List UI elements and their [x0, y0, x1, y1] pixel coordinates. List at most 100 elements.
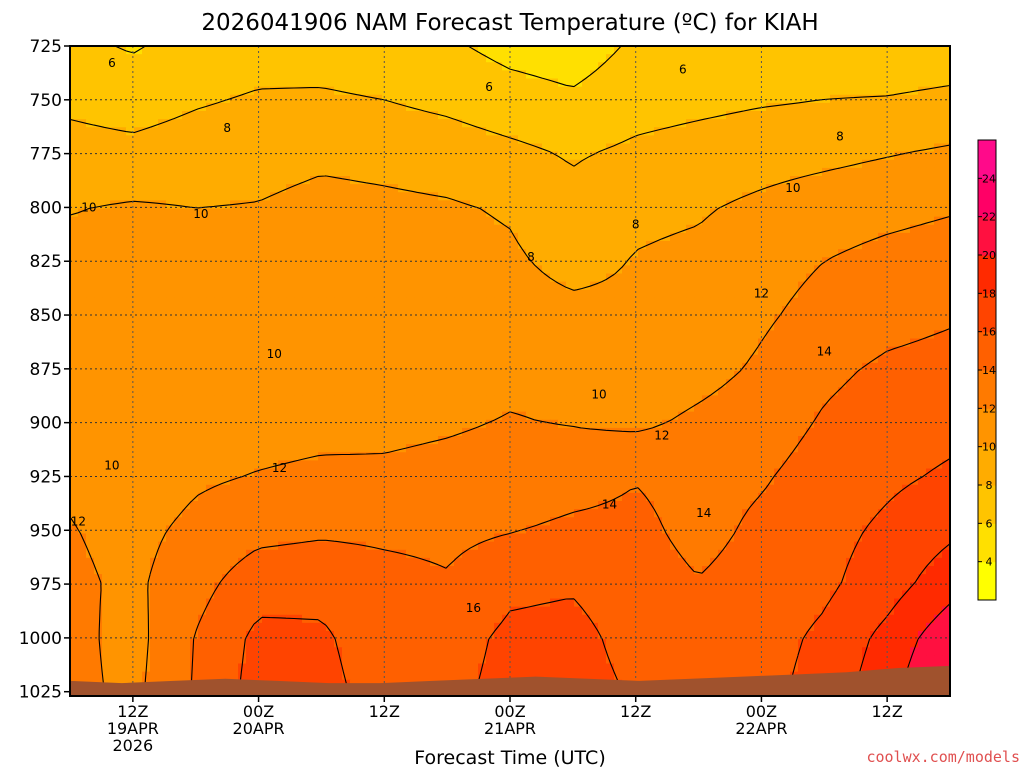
field-cell	[838, 362, 847, 372]
field-cell	[646, 281, 655, 291]
field-cell	[854, 346, 863, 356]
field-cell	[166, 362, 175, 372]
field-cell	[734, 62, 743, 71]
field-cell	[342, 78, 351, 88]
field-cell	[94, 151, 103, 161]
field-cell	[678, 346, 687, 356]
field-cell	[918, 249, 927, 258]
field-cell	[342, 102, 351, 112]
field-cell	[198, 143, 207, 153]
field-cell	[286, 371, 295, 380]
field-cell	[774, 257, 783, 266]
field-cell	[398, 403, 407, 413]
field-cell	[878, 151, 887, 161]
field-cell	[558, 192, 567, 201]
field-cell	[254, 306, 263, 315]
field-cell	[318, 184, 327, 193]
field-cell	[694, 111, 703, 120]
field-cell	[326, 379, 335, 388]
field-cell	[438, 62, 447, 71]
field-cell	[902, 167, 911, 177]
field-cell	[454, 232, 463, 242]
field-cell	[598, 86, 607, 96]
field-cell	[854, 265, 863, 275]
field-cell	[550, 94, 559, 104]
field-cell	[558, 216, 567, 226]
field-cell	[526, 346, 535, 356]
field-cell	[438, 362, 447, 372]
field-cell	[846, 403, 855, 413]
field-cell	[430, 127, 439, 136]
field-cell	[902, 94, 911, 104]
field-cell	[406, 281, 415, 291]
field-cell	[350, 159, 359, 169]
field-cell	[494, 289, 503, 299]
field-cell	[718, 46, 727, 55]
field-cell	[662, 314, 671, 323]
field-cell	[534, 403, 543, 413]
field-cell	[334, 346, 343, 356]
field-cell	[902, 119, 911, 128]
field-cell	[638, 354, 647, 364]
field-cell	[558, 273, 567, 283]
field-cell	[310, 330, 319, 340]
field-cell	[502, 159, 511, 169]
field-cell	[182, 46, 191, 55]
field-cell	[206, 111, 215, 120]
field-cell	[358, 143, 367, 153]
field-cell	[886, 224, 895, 234]
field-cell	[606, 208, 615, 218]
field-cell	[230, 127, 239, 136]
field-cell	[414, 249, 423, 258]
field-cell	[542, 322, 551, 331]
field-cell	[190, 297, 199, 307]
field-cell	[222, 86, 231, 96]
field-cell	[598, 111, 607, 120]
field-cell	[246, 306, 255, 315]
field-cell	[814, 395, 823, 405]
field-cell	[198, 232, 207, 242]
field-cell	[510, 281, 519, 291]
field-cell	[238, 232, 247, 242]
field-cell	[102, 379, 111, 388]
field-cell	[726, 354, 735, 364]
field-cell	[262, 135, 271, 145]
field-cell	[590, 192, 599, 201]
field-cell	[134, 362, 143, 372]
field-cell	[102, 297, 111, 307]
field-cell	[286, 330, 295, 340]
field-cell	[638, 184, 647, 193]
field-cell	[302, 379, 311, 388]
field-cell	[342, 94, 351, 104]
field-cell	[622, 403, 631, 413]
field-cell	[254, 354, 263, 364]
field-cell	[806, 306, 815, 315]
field-cell	[166, 322, 175, 331]
field-cell	[190, 346, 199, 356]
field-cell	[630, 289, 639, 299]
field-cell	[862, 265, 871, 275]
field-cell	[606, 273, 615, 283]
field-cell	[142, 306, 151, 315]
field-cell	[614, 346, 623, 356]
field-cell	[342, 403, 351, 413]
field-cell	[814, 346, 823, 356]
field-cell	[78, 241, 87, 250]
field-cell	[118, 143, 127, 153]
field-cell	[70, 371, 79, 380]
field-cell	[590, 46, 599, 55]
field-cell	[110, 143, 119, 153]
field-cell	[894, 78, 903, 88]
field-cell	[662, 306, 671, 315]
field-cell	[462, 176, 471, 185]
field-cell	[670, 151, 679, 161]
field-cell	[86, 371, 95, 380]
field-cell	[822, 265, 831, 275]
field-cell	[422, 86, 431, 96]
field-cell	[86, 176, 95, 185]
field-cell	[598, 281, 607, 291]
field-cell	[230, 232, 239, 242]
field-cell	[462, 232, 471, 242]
field-cell	[654, 224, 663, 234]
field-cell	[414, 265, 423, 275]
